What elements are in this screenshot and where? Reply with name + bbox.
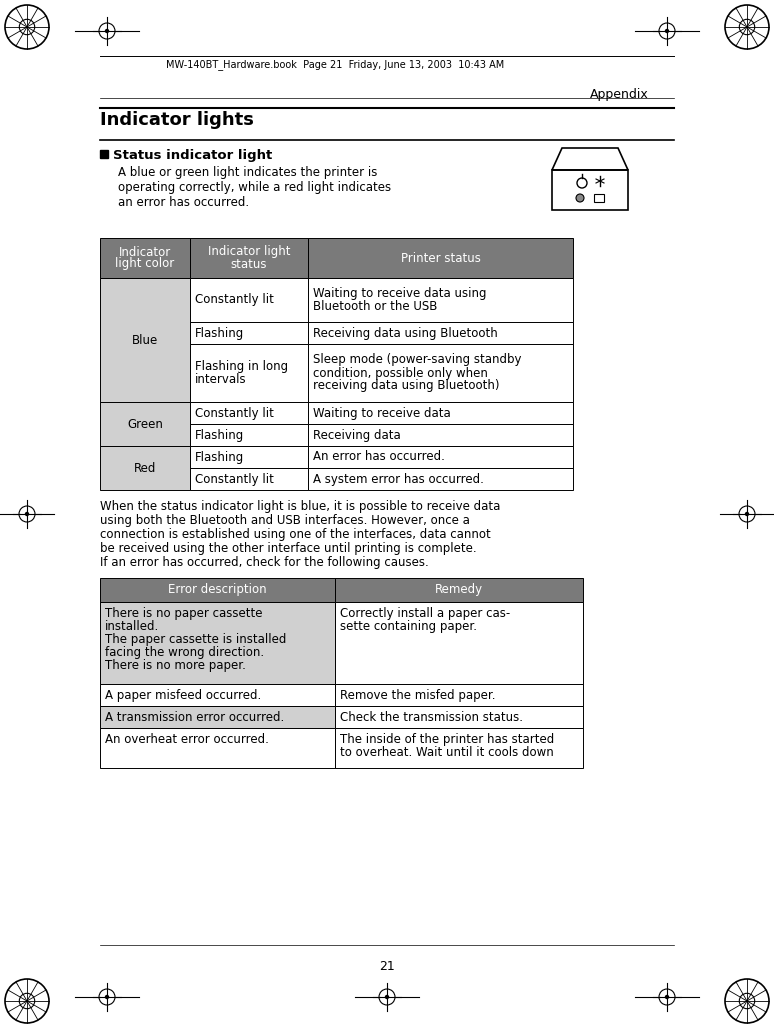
Bar — [190, 238, 308, 278]
Text: Flashing: Flashing — [195, 429, 245, 441]
Text: Bluetooth or the USB: Bluetooth or the USB — [313, 300, 437, 313]
Bar — [308, 238, 573, 278]
Text: be received using the other interface until printing is complete.: be received using the other interface un… — [100, 542, 477, 555]
Bar — [100, 402, 190, 446]
Bar — [100, 238, 190, 278]
Bar — [335, 578, 583, 602]
Text: Indicator lights: Indicator lights — [100, 111, 254, 128]
Text: connection is established using one of the interfaces, data cannot: connection is established using one of t… — [100, 528, 491, 541]
Text: The paper cassette is installed: The paper cassette is installed — [105, 633, 286, 646]
Circle shape — [576, 194, 584, 201]
Bar — [308, 322, 573, 344]
Text: Remedy: Remedy — [435, 584, 483, 596]
Text: Printer status: Printer status — [401, 252, 481, 264]
Bar — [335, 728, 583, 768]
Bar — [100, 728, 335, 768]
Text: When the status indicator light is blue, it is possible to receive data: When the status indicator light is blue,… — [100, 500, 500, 513]
Text: sette containing paper.: sette containing paper. — [340, 620, 477, 633]
Bar — [308, 344, 573, 402]
Bar — [594, 194, 604, 201]
Text: A system error has occurred.: A system error has occurred. — [313, 473, 484, 485]
Bar — [335, 684, 583, 706]
Text: Constantly lit: Constantly lit — [195, 294, 274, 306]
Text: to overheat. Wait until it cools down: to overheat. Wait until it cools down — [340, 746, 553, 759]
Text: light color: light color — [115, 257, 175, 270]
Text: intervals: intervals — [195, 373, 247, 386]
Bar — [190, 424, 308, 446]
Text: A blue or green light indicates the printer is: A blue or green light indicates the prin… — [118, 166, 378, 179]
Text: status: status — [231, 257, 267, 270]
Text: Constantly lit: Constantly lit — [195, 473, 274, 485]
Circle shape — [105, 995, 108, 998]
Bar — [100, 446, 190, 490]
Text: MW-140BT_Hardware.book  Page 21  Friday, June 13, 2003  10:43 AM: MW-140BT_Hardware.book Page 21 Friday, J… — [166, 59, 504, 70]
Text: Green: Green — [127, 417, 163, 431]
Bar — [100, 706, 335, 728]
Text: Flashing in long: Flashing in long — [195, 360, 288, 373]
Text: facing the wrong direction.: facing the wrong direction. — [105, 646, 264, 659]
Text: using both the Bluetooth and USB interfaces. However, once a: using both the Bluetooth and USB interfa… — [100, 514, 470, 527]
Bar — [190, 468, 308, 490]
Text: Status indicator light: Status indicator light — [113, 149, 272, 162]
Text: Constantly lit: Constantly lit — [195, 406, 274, 419]
Text: Waiting to receive data using: Waiting to receive data using — [313, 287, 487, 300]
Text: operating correctly, while a red light indicates: operating correctly, while a red light i… — [118, 181, 391, 194]
Text: receiving data using Bluetooth): receiving data using Bluetooth) — [313, 379, 499, 393]
Text: Sleep mode (power-saving standby: Sleep mode (power-saving standby — [313, 354, 522, 367]
Bar — [190, 446, 308, 468]
Text: installed.: installed. — [105, 620, 159, 633]
Text: The inside of the printer has started: The inside of the printer has started — [340, 733, 554, 746]
Bar — [308, 402, 573, 424]
Text: There is no more paper.: There is no more paper. — [105, 659, 246, 672]
Bar — [190, 322, 308, 344]
Text: An overheat error occurred.: An overheat error occurred. — [105, 733, 269, 746]
Text: Correctly install a paper cas-: Correctly install a paper cas- — [340, 607, 510, 620]
Text: Flashing: Flashing — [195, 450, 245, 464]
Bar — [308, 424, 573, 446]
Bar — [100, 684, 335, 706]
Bar — [100, 150, 108, 158]
Bar — [335, 602, 583, 684]
Text: 21: 21 — [379, 960, 395, 972]
Bar — [190, 344, 308, 402]
Text: Receiving data using Bluetooth: Receiving data using Bluetooth — [313, 327, 498, 339]
Bar — [552, 170, 628, 210]
Circle shape — [385, 995, 389, 998]
Text: If an error has occurred, check for the following causes.: If an error has occurred, check for the … — [100, 556, 429, 570]
Bar — [308, 278, 573, 322]
Circle shape — [26, 513, 29, 515]
Circle shape — [745, 513, 748, 515]
Text: an error has occurred.: an error has occurred. — [118, 196, 249, 209]
Bar — [100, 602, 335, 684]
Text: Check the transmission status.: Check the transmission status. — [340, 711, 523, 724]
Text: Red: Red — [134, 462, 156, 475]
Text: A paper misfeed occurred.: A paper misfeed occurred. — [105, 689, 262, 702]
Circle shape — [105, 30, 108, 33]
Bar — [335, 706, 583, 728]
Text: condition, possible only when: condition, possible only when — [313, 367, 488, 379]
Text: Error description: Error description — [168, 584, 267, 596]
Text: There is no paper cassette: There is no paper cassette — [105, 607, 262, 620]
Text: Waiting to receive data: Waiting to receive data — [313, 406, 450, 419]
Circle shape — [666, 30, 669, 33]
Bar — [308, 468, 573, 490]
Bar — [100, 278, 190, 402]
Text: Indicator light: Indicator light — [207, 246, 290, 258]
Bar — [190, 278, 308, 322]
Bar — [190, 402, 308, 424]
Text: Indicator: Indicator — [119, 246, 171, 258]
Text: Receiving data: Receiving data — [313, 429, 401, 441]
Text: A transmission error occurred.: A transmission error occurred. — [105, 711, 284, 724]
Circle shape — [666, 995, 669, 998]
Bar — [100, 578, 335, 602]
Text: Blue: Blue — [132, 333, 158, 346]
Bar — [308, 446, 573, 468]
Text: Remove the misfed paper.: Remove the misfed paper. — [340, 689, 495, 702]
Text: An error has occurred.: An error has occurred. — [313, 450, 445, 464]
Text: Appendix: Appendix — [590, 88, 649, 101]
Text: Flashing: Flashing — [195, 327, 245, 339]
